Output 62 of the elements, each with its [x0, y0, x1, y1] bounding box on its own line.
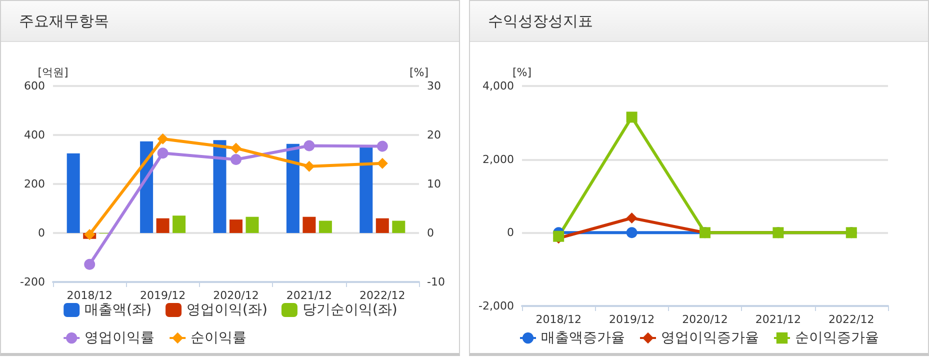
y-tick-label: 2,000 [482, 152, 514, 166]
point [626, 112, 638, 123]
y2-tick-label: -10 [427, 276, 445, 288]
chart-title: 주요재무항목 [1, 1, 459, 42]
x-tick-label: 2021/12 [755, 313, 802, 326]
bar [302, 216, 316, 233]
bar [392, 220, 406, 233]
bar [172, 216, 186, 233]
bar [318, 220, 332, 233]
y-tick-label: 600 [24, 80, 45, 92]
y-tick-label: 200 [24, 178, 45, 190]
bar [213, 140, 226, 233]
y-tick-label: 0 [507, 226, 514, 240]
y2-tick-label: 20 [427, 128, 441, 142]
bar [66, 153, 80, 233]
legend-label: 매출액(좌) [84, 302, 152, 318]
y2-axis-title: [%] [409, 66, 429, 79]
y-tick-label: -200 [20, 276, 45, 288]
legend-label: 당기순이익(좌) [302, 302, 398, 318]
y2-tick-label: 10 [427, 178, 441, 190]
y-tick-label: 4,000 [482, 80, 514, 92]
legend-label: 영업이익증가율 [661, 330, 759, 346]
chart-title: 수익성장성지표 [470, 1, 928, 42]
point [84, 228, 96, 240]
legend-label: 매출액증가율 [541, 330, 625, 346]
point [304, 140, 315, 152]
x-tick-label: 2019/12 [140, 289, 186, 302]
legend-label: 영업이익(좌) [186, 302, 268, 318]
legend-label: 순이익증가율 [795, 330, 879, 346]
y-tick-label: 0 [38, 226, 45, 240]
x-tick-label: 2022/12 [828, 313, 874, 326]
point [157, 148, 168, 159]
x-tick-label: 2018/12 [536, 313, 582, 326]
y-tick-label: -2,000 [478, 300, 514, 312]
y-axis-title: [%] [512, 66, 532, 79]
y2-tick-label: 0 [427, 226, 434, 240]
legend-label: 순이익률 [190, 330, 247, 346]
x-tick-label: 2019/12 [608, 313, 655, 326]
point [157, 133, 168, 144]
point [626, 227, 638, 238]
x-tick-label: 2020/12 [213, 289, 259, 302]
point [304, 160, 315, 172]
bar [360, 146, 373, 233]
bar [246, 216, 259, 233]
bar [230, 220, 242, 233]
y-axis-title: [억원] [38, 66, 68, 79]
y2-tick-label: 30 [427, 80, 441, 92]
x-tick-label: 2018/12 [66, 289, 112, 302]
legend-label: 영업이익률 [84, 330, 155, 346]
point [230, 142, 242, 154]
x-tick-label: 2021/12 [286, 289, 332, 302]
bar [156, 218, 170, 233]
point [230, 154, 242, 165]
x-tick-label: 2022/12 [360, 289, 406, 302]
bar [376, 218, 389, 233]
point [626, 212, 638, 224]
x-tick-label: 2020/12 [682, 313, 728, 326]
point [376, 140, 388, 152]
bar [286, 144, 300, 233]
point [376, 158, 388, 169]
y-tick-label: 400 [24, 128, 45, 142]
point [84, 258, 96, 270]
